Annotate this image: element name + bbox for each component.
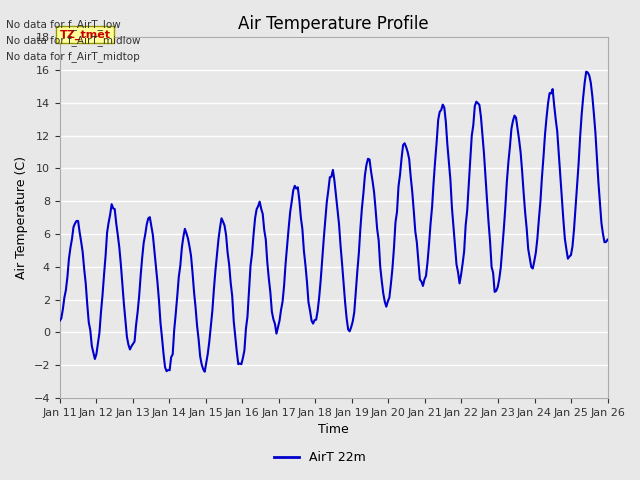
Text: No data for f_AirT_midtop: No data for f_AirT_midtop bbox=[6, 51, 140, 62]
X-axis label: Time: Time bbox=[318, 423, 349, 436]
Legend: AirT 22m: AirT 22m bbox=[269, 446, 371, 469]
Text: TZ_tmet: TZ_tmet bbox=[60, 29, 111, 39]
Y-axis label: Air Temperature (C): Air Temperature (C) bbox=[15, 156, 28, 279]
Title: Air Temperature Profile: Air Temperature Profile bbox=[238, 15, 429, 33]
Text: No data for f_AirT_low: No data for f_AirT_low bbox=[6, 19, 121, 30]
Text: No data for f_AirT_midlow: No data for f_AirT_midlow bbox=[6, 35, 141, 46]
